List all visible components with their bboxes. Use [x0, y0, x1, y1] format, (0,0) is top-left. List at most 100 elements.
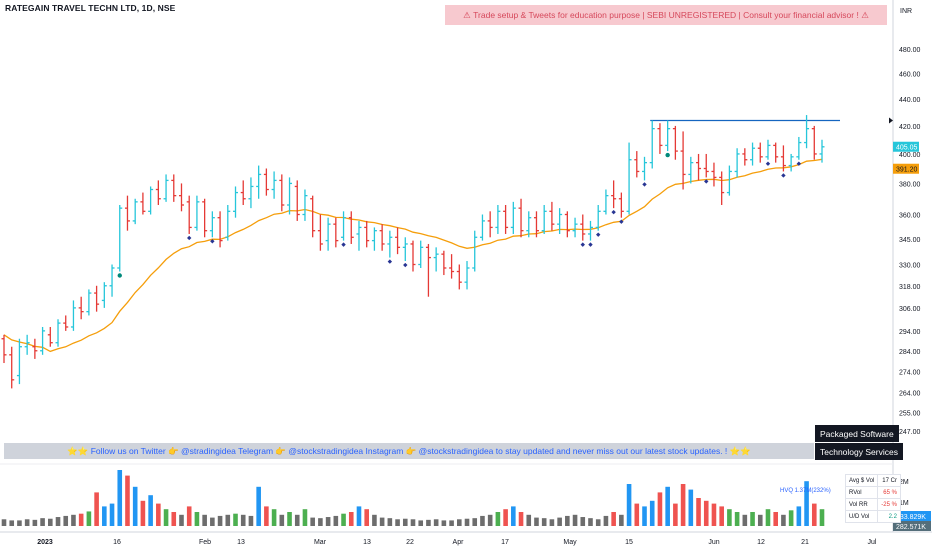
volume-bar: [217, 515, 223, 526]
warning-icon: ⚠: [861, 9, 869, 20]
volume-bar: [788, 510, 794, 526]
volume-bar: [194, 512, 200, 526]
y-tick-label: 274.00: [899, 369, 921, 376]
y-tick-label: 264.00: [899, 391, 921, 398]
volume-bar: [418, 520, 424, 526]
volume-bar: [140, 500, 146, 526]
volume-bar: [125, 475, 130, 526]
x-tick-label: Mar: [314, 539, 327, 546]
volume-bar: [433, 519, 439, 526]
last-price-label: 405.05: [896, 145, 918, 152]
x-tick-label: 16: [113, 539, 121, 546]
volume-bar: [603, 515, 609, 526]
sector-tag-industry: Packaged Software: [815, 425, 899, 442]
volume-bar: [680, 484, 686, 526]
signal-marker: [580, 242, 585, 247]
volume-ma-label-bg: [893, 521, 931, 531]
stats-row: RVol 65 %: [844, 486, 901, 499]
stats-row: Vol RR -25 %: [844, 498, 901, 511]
volume-bar: [441, 520, 447, 526]
volume-bar: [9, 520, 15, 526]
volume-bar: [642, 506, 647, 526]
volume-bar: [765, 509, 771, 526]
volume-bar: [565, 515, 570, 526]
volume-bar: [588, 518, 593, 526]
volume-bar: [48, 518, 53, 526]
signal-marker: [588, 242, 593, 247]
sector-tag-sector: Technology Services: [815, 443, 903, 460]
y-tick-label: 284.00: [899, 349, 921, 356]
y-tick-label: 480.00: [899, 47, 921, 54]
volume-bar: [148, 495, 153, 526]
chart-title: RATEGAIN TRAVEL TECHN LTD, 1D, NSE: [5, 3, 176, 13]
volume-bar: [294, 514, 300, 526]
y-tick-label: 306.00: [899, 306, 921, 313]
signal-marker: [765, 161, 771, 166]
last-price-label-bg: [893, 141, 919, 152]
volume-bar: [511, 506, 516, 526]
volume-bar: [348, 512, 354, 526]
x-tick-label: 12: [757, 539, 765, 546]
signal-dot: [665, 152, 670, 158]
volume-bar: [248, 515, 254, 526]
y-tick-label: 330.00: [899, 262, 921, 269]
volume-bar: [657, 492, 663, 526]
x-tick-label: 2023: [37, 539, 53, 546]
y-tick-label: 345.00: [899, 237, 921, 244]
volume-bar: [796, 506, 802, 526]
volume-bar: [673, 503, 678, 526]
volume-bar: [595, 519, 601, 526]
volume-bar: [202, 514, 207, 526]
stats-row: Avg $ Vol 17 Cr: [844, 474, 901, 487]
volume-bar: [55, 517, 61, 526]
stats-value: 2.2: [877, 510, 901, 523]
volume-bar: [480, 515, 485, 526]
volume-bar: [402, 518, 408, 526]
y-tick-label: 400.00: [899, 152, 921, 159]
volume-bar: [449, 520, 454, 526]
stats-value: -25 %: [877, 498, 901, 511]
volume-bar: [279, 514, 285, 526]
disclaimer-text: Trade setup & Tweets for education purpo…: [473, 10, 859, 20]
volume-bar: [94, 492, 99, 526]
social-banner-text: ⭐⭐ Follow us on Twitter 👉 @stradingidea …: [67, 445, 751, 456]
volume-bar: [626, 484, 632, 526]
volume-bar: [287, 512, 292, 526]
volume-bar: [734, 512, 740, 526]
volume-bar: [819, 509, 825, 526]
volume-bar: [318, 518, 323, 526]
signal-marker: [403, 262, 408, 268]
signal-dot: [117, 273, 122, 278]
warning-icon: ⚠: [463, 9, 471, 20]
volume-bar: [24, 519, 30, 526]
volume-bar: [518, 512, 524, 526]
x-tick-label: 17: [501, 539, 509, 546]
x-tick-label: May: [563, 539, 577, 546]
volume-ma-label: 282.571K: [896, 524, 926, 531]
y-tick-label: 440.00: [899, 97, 921, 104]
volume-bar: [464, 518, 470, 526]
volume-bar: [63, 515, 69, 526]
volume-bar: [742, 514, 748, 526]
volume-tick-label: 1M: [899, 500, 909, 507]
volume-bar: [271, 509, 277, 526]
y-tick-label: 460.00: [899, 72, 921, 79]
volume-bar: [109, 503, 115, 526]
stats-label: Vol RR: [844, 498, 879, 511]
volume-bar: [156, 503, 161, 526]
volume-bar: [40, 518, 45, 526]
volume-bar: [472, 518, 478, 526]
alert-arrow-icon: [889, 117, 893, 124]
volume-bar: [333, 515, 339, 526]
volume-bar: [719, 506, 724, 526]
x-tick-label: 13: [237, 539, 245, 546]
volume-bar: [117, 470, 123, 526]
y-tick-label: 255.00: [899, 411, 921, 418]
volume-bar: [534, 517, 539, 526]
y-tick-label: 420.00: [899, 124, 921, 131]
volume-bar: [356, 506, 362, 526]
x-tick-label: Apr: [453, 539, 465, 546]
volume-bar: [240, 514, 246, 526]
volume-bar: [86, 511, 92, 526]
